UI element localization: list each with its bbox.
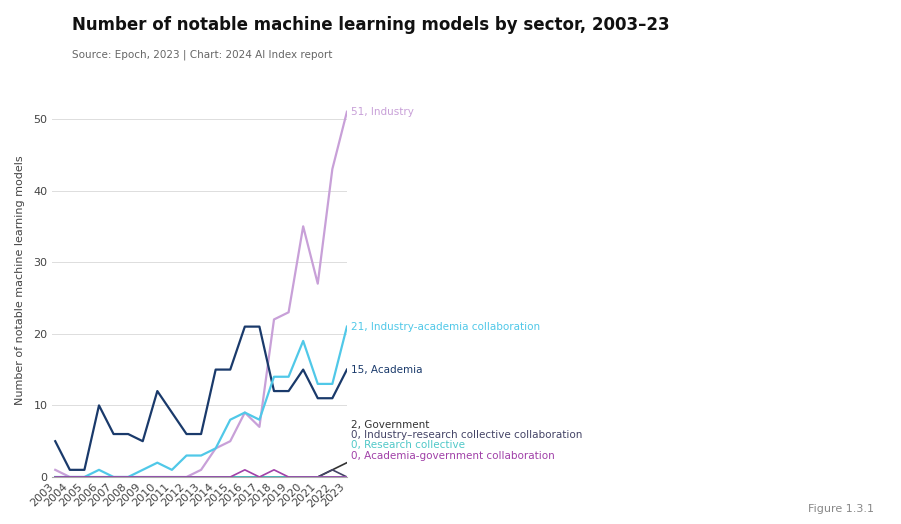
Text: 51, Industry: 51, Industry bbox=[351, 107, 414, 117]
Y-axis label: Number of notable machine learning models: Number of notable machine learning model… bbox=[15, 155, 25, 405]
Text: Source: Epoch, 2023 | Chart: 2024 AI Index report: Source: Epoch, 2023 | Chart: 2024 AI Ind… bbox=[72, 50, 332, 60]
Text: Number of notable machine learning models by sector, 2003–23: Number of notable machine learning model… bbox=[72, 16, 669, 34]
Text: 0, Academia-government collaboration: 0, Academia-government collaboration bbox=[351, 451, 555, 461]
Text: Figure 1.3.1: Figure 1.3.1 bbox=[808, 504, 874, 514]
Text: 21, Industry-academia collaboration: 21, Industry-academia collaboration bbox=[351, 322, 541, 332]
Text: 15, Academia: 15, Academia bbox=[351, 365, 423, 375]
Text: 0, Research collective: 0, Research collective bbox=[351, 441, 465, 451]
Text: 2, Government: 2, Government bbox=[351, 420, 430, 430]
Text: 0, Industry–research collective collaboration: 0, Industry–research collective collabor… bbox=[351, 431, 583, 441]
